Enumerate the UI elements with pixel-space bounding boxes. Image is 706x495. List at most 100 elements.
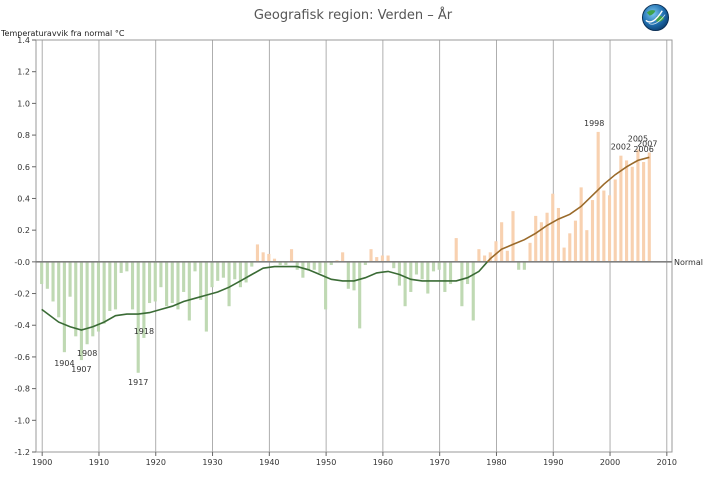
bar-1973 xyxy=(454,238,458,262)
annotation-1904: 1904 xyxy=(54,359,74,368)
bar-1942 xyxy=(278,261,282,266)
bar-1993 xyxy=(568,233,572,262)
bar-1949 xyxy=(318,261,322,273)
bar-1917 xyxy=(136,261,140,373)
y-tick-label: 0.6 xyxy=(17,163,30,172)
bar-1975 xyxy=(466,261,470,285)
bar-2007 xyxy=(647,152,651,262)
bar-1919 xyxy=(148,261,152,304)
bar-1943 xyxy=(284,261,288,266)
bar-1956 xyxy=(358,261,362,329)
bar-1947 xyxy=(307,261,311,270)
bar-2001 xyxy=(613,179,617,262)
bar-1912 xyxy=(108,261,112,311)
bar-1911 xyxy=(102,261,106,324)
bar-1918 xyxy=(142,261,146,338)
bar-1992 xyxy=(562,247,566,262)
y-tick-label: 1.2 xyxy=(17,68,30,77)
annotation-1908: 1908 xyxy=(77,349,97,358)
bar-1900 xyxy=(40,261,44,285)
annotation-1907: 1907 xyxy=(71,365,91,374)
bar-1978 xyxy=(483,255,487,262)
bar-1934 xyxy=(233,261,237,280)
x-tick-label: 1970 xyxy=(429,458,449,467)
bar-1930 xyxy=(210,261,214,288)
bar-1976 xyxy=(471,261,475,321)
bar-1995 xyxy=(579,187,583,262)
bar-1991 xyxy=(556,207,560,262)
x-tick-label: 1930 xyxy=(202,458,222,467)
bar-1994 xyxy=(573,220,578,262)
bar-1998 xyxy=(596,131,600,262)
annotation-1917: 1917 xyxy=(128,378,148,387)
bar-1927 xyxy=(193,261,197,272)
y-tick-label: 1.4 xyxy=(17,36,30,45)
bar-1932 xyxy=(221,261,225,278)
annotation-2005: 2005 xyxy=(628,134,648,143)
bar-1981 xyxy=(500,222,504,262)
x-tick-label: 1940 xyxy=(259,458,279,467)
bar-1999 xyxy=(602,190,606,262)
bar-1982 xyxy=(505,250,509,262)
bar-1914 xyxy=(119,261,123,273)
bar-2000 xyxy=(607,195,612,262)
chart-title: Geografisk region: Verden – År xyxy=(253,8,453,23)
bar-1937 xyxy=(250,261,254,267)
bar-1908 xyxy=(85,261,89,345)
bar-1968 xyxy=(426,261,430,294)
bar-1997 xyxy=(590,200,595,262)
bar-1958 xyxy=(369,249,373,262)
bar-1971 xyxy=(443,261,447,292)
bar-1957 xyxy=(363,261,367,266)
bar-1948 xyxy=(312,261,316,270)
x-tick-label: 1920 xyxy=(146,458,166,467)
normal-label: Normal xyxy=(674,258,703,267)
bar-1921 xyxy=(159,261,163,288)
bar-1946 xyxy=(301,261,305,278)
x-tick-label: 2010 xyxy=(657,458,677,467)
bar-1970 xyxy=(437,261,441,270)
bar-2005 xyxy=(636,149,640,262)
bar-1969 xyxy=(431,261,436,272)
bar-1980 xyxy=(494,241,498,262)
bar-1959 xyxy=(375,257,379,262)
bar-1901 xyxy=(45,261,49,289)
y-axis-label: Temperaturavvik fra normal °C xyxy=(1,29,125,38)
y-tick-label: 0.2 xyxy=(17,226,30,235)
bar-1938 xyxy=(255,244,260,262)
y-tick-label: -1.0 xyxy=(14,416,30,425)
bar-1954 xyxy=(346,261,350,289)
bar-1909 xyxy=(91,261,95,337)
y-tick-label: -0.6 xyxy=(14,353,30,362)
y-tick-label: 1.0 xyxy=(17,99,30,108)
annotation-2002: 2002 xyxy=(611,143,631,152)
bar-1977 xyxy=(477,249,481,262)
bar-1961 xyxy=(386,255,390,262)
bar-1907 xyxy=(79,261,83,361)
smoothed-line-negative xyxy=(41,261,488,331)
bar-1953 xyxy=(341,252,345,262)
bar-1988 xyxy=(539,222,543,262)
bar-1974 xyxy=(460,261,464,307)
y-tick-label: 0.4 xyxy=(17,194,30,203)
bar-1985 xyxy=(522,261,526,270)
bar-1987 xyxy=(534,215,538,262)
x-tick-label: 1960 xyxy=(373,458,393,467)
bar-1922 xyxy=(165,261,169,307)
annotation-2006: 2006 xyxy=(633,145,653,154)
x-tick-label: 1980 xyxy=(486,458,506,467)
bar-2006 xyxy=(642,162,646,262)
bar-1960 xyxy=(380,255,384,262)
bar-1972 xyxy=(448,261,453,285)
globe-logo-icon xyxy=(641,3,670,32)
annotation-2007: 2007 xyxy=(637,140,657,149)
bar-1904 xyxy=(62,261,66,353)
x-tick-label: 1900 xyxy=(32,458,52,467)
bar-1924 xyxy=(176,261,180,310)
bar-1983 xyxy=(511,211,515,262)
bar-1931 xyxy=(216,261,220,281)
bar-2004 xyxy=(630,166,634,262)
bar-2003 xyxy=(625,160,629,262)
bar-1916 xyxy=(130,261,135,310)
bar-1920 xyxy=(153,261,157,302)
